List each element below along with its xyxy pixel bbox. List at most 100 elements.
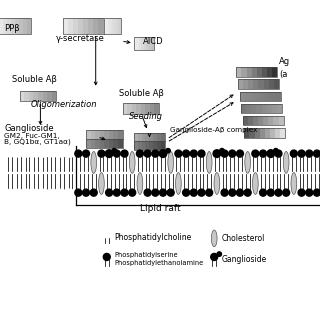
Bar — [248, 116, 253, 125]
Bar — [152, 37, 154, 50]
Circle shape — [41, 150, 49, 157]
Circle shape — [267, 150, 275, 157]
Bar — [109, 139, 114, 148]
Circle shape — [50, 189, 57, 196]
Bar — [253, 116, 258, 125]
Circle shape — [206, 189, 213, 196]
Ellipse shape — [168, 152, 173, 173]
Circle shape — [58, 150, 66, 157]
Circle shape — [159, 150, 167, 157]
Bar — [115, 18, 117, 34]
Bar — [99, 18, 104, 34]
Circle shape — [183, 150, 189, 157]
Circle shape — [113, 189, 120, 196]
Circle shape — [229, 189, 236, 196]
Circle shape — [267, 189, 274, 196]
Text: GM2, Fuc-GM1,: GM2, Fuc-GM1, — [4, 132, 60, 139]
Ellipse shape — [291, 173, 297, 195]
Bar — [153, 133, 157, 141]
Circle shape — [275, 150, 282, 157]
Bar — [119, 18, 121, 34]
Bar — [20, 91, 56, 101]
Bar — [138, 133, 141, 141]
Bar — [248, 79, 253, 89]
Bar — [145, 103, 150, 114]
Ellipse shape — [212, 230, 217, 247]
Bar — [15, 18, 19, 34]
Bar — [0, 18, 3, 34]
Bar — [157, 141, 161, 150]
Text: Soluble Aβ: Soluble Aβ — [119, 89, 164, 98]
Bar — [118, 130, 123, 139]
Bar — [104, 18, 106, 34]
Bar — [277, 104, 282, 113]
Bar — [95, 130, 100, 139]
Circle shape — [144, 189, 151, 196]
Circle shape — [306, 150, 313, 157]
Bar — [275, 128, 280, 138]
Text: Cholesterol: Cholesterol — [222, 234, 266, 243]
Circle shape — [113, 150, 120, 157]
Circle shape — [105, 150, 113, 157]
Circle shape — [190, 189, 197, 196]
Circle shape — [112, 148, 116, 153]
Bar — [254, 128, 260, 138]
Bar — [272, 104, 277, 113]
Bar — [141, 133, 146, 141]
Bar — [269, 79, 274, 89]
Bar — [104, 139, 109, 148]
Circle shape — [283, 189, 290, 196]
Circle shape — [314, 150, 320, 157]
Circle shape — [67, 150, 74, 157]
Bar — [134, 37, 136, 50]
Ellipse shape — [129, 152, 135, 173]
Bar — [110, 18, 112, 34]
Bar — [114, 130, 118, 139]
Bar — [123, 103, 159, 114]
Bar — [259, 79, 264, 89]
Bar — [276, 92, 281, 101]
Bar — [242, 67, 247, 77]
Bar — [258, 116, 263, 125]
Bar — [270, 92, 276, 101]
Bar — [3, 18, 7, 34]
Bar — [52, 91, 56, 101]
Bar — [249, 128, 254, 138]
Bar — [24, 91, 29, 101]
Circle shape — [121, 189, 128, 196]
Circle shape — [175, 150, 182, 157]
Circle shape — [90, 189, 97, 196]
Bar — [161, 133, 165, 141]
Bar — [106, 18, 108, 34]
Text: Phosphatidylserine
Phosphatidylethanolamine: Phosphatidylserine Phosphatidylethanolam… — [115, 252, 204, 266]
Circle shape — [83, 150, 90, 157]
Bar — [86, 130, 91, 139]
Circle shape — [136, 150, 143, 157]
Bar — [134, 141, 165, 150]
Bar — [0, 18, 31, 34]
Circle shape — [217, 252, 221, 256]
Text: Phosphatidylcholine: Phosphatidylcholine — [115, 233, 192, 242]
Circle shape — [83, 189, 90, 196]
Bar — [123, 103, 127, 114]
Circle shape — [152, 150, 159, 157]
Circle shape — [306, 189, 313, 196]
Bar — [7, 18, 11, 34]
Circle shape — [50, 150, 57, 157]
Bar — [149, 141, 153, 150]
Bar — [62, 18, 104, 34]
Bar — [257, 104, 262, 113]
Bar — [243, 116, 248, 125]
Bar — [43, 91, 47, 101]
Circle shape — [314, 189, 320, 196]
Bar — [141, 141, 146, 150]
Bar — [117, 18, 119, 34]
Bar — [141, 37, 144, 50]
Ellipse shape — [91, 152, 97, 173]
Bar — [267, 104, 272, 113]
Circle shape — [15, 150, 23, 157]
Bar — [154, 103, 159, 114]
Bar — [153, 141, 157, 150]
Circle shape — [213, 150, 221, 157]
Bar — [73, 18, 78, 34]
